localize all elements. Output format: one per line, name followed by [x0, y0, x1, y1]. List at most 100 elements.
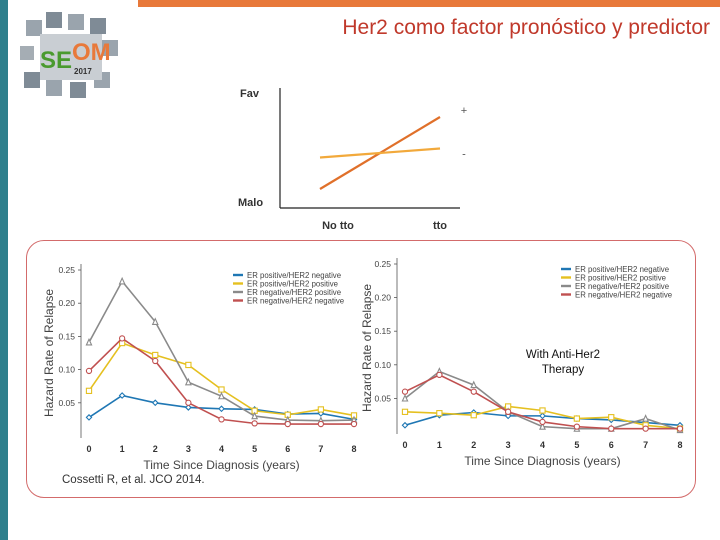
- right-chart-x-tick-6: 6: [609, 440, 614, 450]
- left-chart-point-s2-3: [184, 377, 192, 386]
- left-chart-point-s2-0: [85, 337, 93, 346]
- left-chart-y-tick-2: 0.15: [58, 331, 75, 341]
- left-chart-y-tick-4: 0.25: [58, 265, 75, 275]
- right-chart-point-s3-3: [504, 408, 512, 415]
- logo-text-right: OM: [72, 39, 111, 66]
- concept-series-line-minus: [319, 147, 441, 159]
- chart-with-therapy: 0.05 0.10 0.15 0.20 0.25 0 1 2 3 4 5 6 7 8 Time Since …: [360, 258, 684, 468]
- left-accent-bar: [0, 0, 8, 540]
- left-chart-legend-label-0: ER positive/HER2 negative: [247, 271, 341, 280]
- concept-label-malo: Malo: [238, 197, 263, 209]
- right-chart-point-s1-4: [539, 407, 546, 414]
- left-chart-legend-label-3: ER negative/HER2 negative: [247, 297, 344, 306]
- right-chart-x-tick-8: 8: [677, 440, 682, 450]
- right-chart-point-s1-0: [401, 408, 409, 415]
- left-chart-x-tick-2: 2: [153, 444, 158, 454]
- left-chart-x-tick-0: 0: [86, 444, 91, 454]
- seom-logo: SE OM 2017: [20, 12, 118, 98]
- right-chart-x-tick-1: 1: [437, 440, 442, 450]
- left-chart-point-s0-4: [218, 405, 225, 413]
- right-chart-x-tick-4: 4: [540, 440, 545, 450]
- left-chart-point-s3-6: [284, 420, 291, 428]
- right-chart-x-tick-7: 7: [643, 440, 648, 450]
- left-chart-point-s1-0: [85, 387, 93, 394]
- logo-year: 2017: [74, 67, 92, 76]
- left-chart-y-label: Hazard Rate of Relapse: [42, 289, 56, 417]
- left-chart-legend-label-1: ER positive/HER2 positive: [247, 280, 338, 289]
- right-chart-point-s3-7: [642, 425, 649, 432]
- charts-panel: [26, 240, 696, 498]
- left-chart-point-s1-4: [218, 386, 225, 393]
- left-chart-series-line-1: [88, 342, 355, 417]
- left-chart-x-tick-7: 7: [318, 444, 323, 454]
- right-chart-point-s1-1: [436, 410, 443, 417]
- left-chart-legend-label-2: ER negative/HER2 positive: [247, 288, 341, 297]
- right-chart-point-s3-2: [470, 388, 477, 395]
- left-chart-point-s0-0: [85, 414, 93, 421]
- concept-label-fav: Fav: [240, 88, 260, 100]
- right-chart-point-s3-4: [539, 418, 546, 426]
- left-chart-point-s3-5: [251, 420, 258, 427]
- right-chart-point-s0-0: [401, 421, 409, 429]
- concept-series-label-minus: -: [462, 149, 466, 161]
- left-chart-point-s0-3: [184, 404, 192, 411]
- right-chart-y-tick-3: 0.20: [374, 293, 391, 303]
- concept-x-tick-1: tto: [433, 220, 447, 232]
- therapy-overlay: With Anti-Her2 Therapy: [488, 348, 638, 378]
- left-chart-point-s2-5: [251, 411, 259, 420]
- right-chart-x-label: Time Since Diagnosis (years): [464, 454, 620, 468]
- concept-series-label-plus: +: [461, 105, 467, 117]
- right-chart-y-tick-4: 0.25: [374, 259, 391, 269]
- left-chart-point-s1-3: [185, 361, 192, 369]
- left-chart-point-s2-4: [218, 391, 225, 400]
- right-chart-point-s0-4: [539, 412, 546, 420]
- right-chart-y-tick-2: 0.15: [374, 326, 391, 336]
- right-chart-x-tick-0: 0: [402, 440, 407, 450]
- left-chart-point-s3-8: [350, 420, 358, 428]
- logo-text-left: SE: [40, 47, 72, 74]
- right-chart-legend-label-1: ER positive/HER2 positive: [575, 274, 666, 283]
- left-chart-x-label: Time Since Diagnosis (years): [143, 458, 299, 472]
- right-chart-legend-label-3: ER negative/HER2 negative: [575, 291, 672, 300]
- right-chart-point-s3-5: [573, 423, 581, 430]
- right-chart-point-s2-2: [470, 380, 478, 389]
- right-chart-point-s2-4: [539, 422, 546, 430]
- left-chart-point-s3-1: [118, 335, 126, 342]
- left-chart-point-s2-1: [118, 276, 126, 285]
- left-chart-point-s2-2: [151, 317, 159, 325]
- right-chart-x-tick-5: 5: [574, 440, 579, 450]
- left-chart-point-s1-2: [152, 351, 159, 359]
- left-chart-x-tick-5: 5: [252, 444, 257, 454]
- left-chart-y-tick-0: 0.05: [58, 398, 75, 408]
- right-chart-y-tick-1: 0.10: [374, 360, 391, 370]
- left-chart-x-tick-6: 6: [285, 444, 290, 454]
- concept-x-tick-0: No tto: [322, 220, 354, 232]
- chart-without-therapy: 0.05 0.10 0.15 0.20 0.25 0 1 2 3 4 5 6 7 8 Time Since …: [42, 264, 358, 472]
- left-chart-y-tick-3: 0.20: [58, 298, 75, 308]
- right-chart-y-label: Hazard Rate of Relapse: [360, 284, 374, 412]
- left-chart-x-tick-1: 1: [120, 444, 125, 454]
- right-chart-point-s1-2: [470, 412, 477, 419]
- left-chart-point-s0-2: [151, 399, 159, 407]
- concept-chart: Fav Malo No tto tto + -: [238, 88, 467, 232]
- right-chart-x-tick-2: 2: [471, 440, 476, 450]
- right-chart-point-s3-1: [436, 371, 443, 379]
- left-chart-y-tick-1: 0.10: [58, 365, 75, 375]
- left-chart-point-s3-0: [85, 367, 93, 375]
- right-chart-x-tick-3: 3: [506, 440, 511, 450]
- right-chart-point-s2-7: [642, 414, 650, 422]
- left-chart-point-s3-4: [218, 416, 225, 423]
- left-chart-point-s0-1: [118, 392, 126, 399]
- right-chart-point-s3-6: [608, 425, 615, 432]
- right-chart-point-s3-8: [676, 425, 684, 432]
- left-chart-x-tick-4: 4: [219, 444, 224, 454]
- right-chart-y-tick-0: 0.05: [374, 393, 391, 403]
- overlay-line-2: Therapy: [541, 364, 585, 376]
- left-chart-x-tick-3: 3: [186, 444, 191, 454]
- logo-cubes: [20, 12, 118, 98]
- right-chart-point-s1-6: [608, 414, 615, 421]
- right-chart-legend-label-2: ER negative/HER2 positive: [575, 282, 669, 291]
- left-chart-point-s3-2: [152, 357, 159, 365]
- right-chart-legend-label-0: ER positive/HER2 negative: [575, 265, 669, 274]
- left-chart-point-s3-7: [317, 420, 325, 428]
